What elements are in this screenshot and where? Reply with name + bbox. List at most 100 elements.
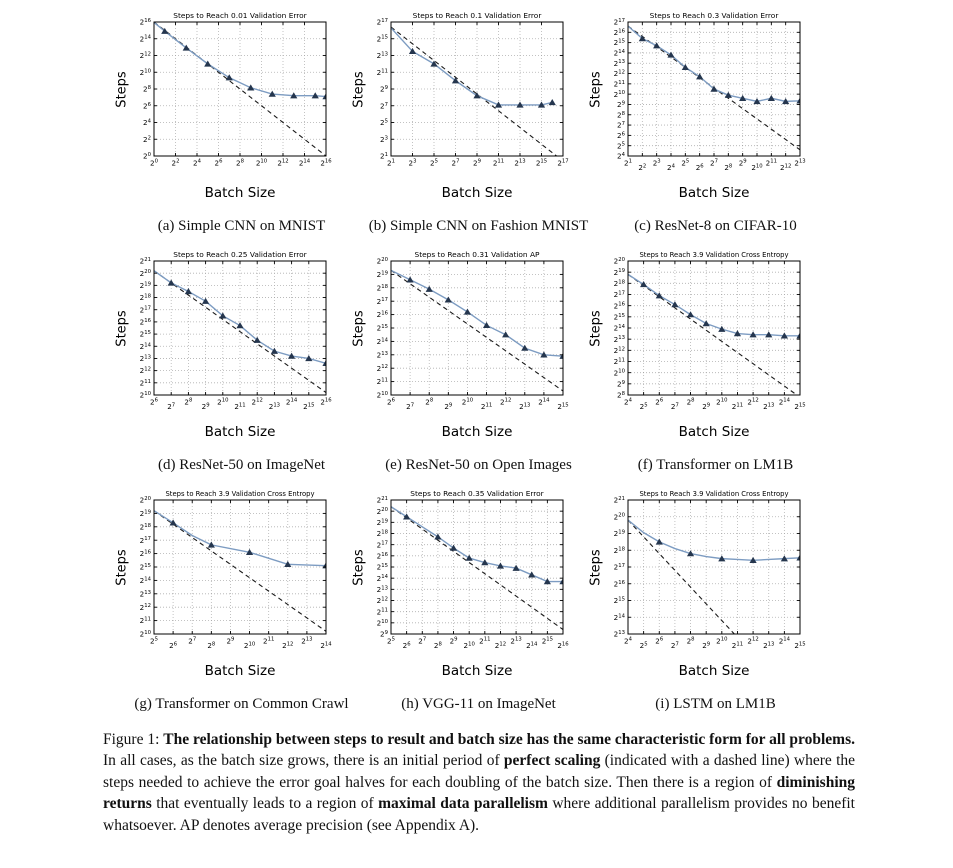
subplot-caption-i: (i) LSTM on LM1B xyxy=(655,696,776,712)
subplot-b: Steps 21 23 25 27 29 211 213 215 217 21 23 25 27 29 21… xyxy=(343,8,589,247)
svg-text:28: 28 xyxy=(143,85,152,94)
svg-text:28: 28 xyxy=(687,398,696,407)
svg-text:212: 212 xyxy=(377,596,388,605)
svg-text:22: 22 xyxy=(638,163,646,172)
svg-text:213: 213 xyxy=(614,59,625,68)
svg-text:Steps to Reach 3.9 Validation: Steps to Reach 3.9 Validation Cross Entr… xyxy=(165,490,314,498)
svg-text:217: 217 xyxy=(614,563,625,572)
svg-text:213: 213 xyxy=(514,159,525,168)
svg-text:212: 212 xyxy=(377,364,388,373)
caption-text: that eventually leads to a region of xyxy=(151,795,379,813)
svg-text:24: 24 xyxy=(624,398,633,407)
svg-text:216: 216 xyxy=(140,318,152,327)
caption-bold-text: maximal data parallelism xyxy=(378,795,548,813)
caption-text: where additional parallelism provides no… xyxy=(103,795,855,834)
svg-text:212: 212 xyxy=(614,69,625,78)
svg-text:220: 220 xyxy=(140,269,152,278)
svg-text:27: 27 xyxy=(671,641,679,650)
svg-text:211: 211 xyxy=(481,402,492,411)
svg-text:220: 220 xyxy=(377,507,389,516)
svg-text:Steps to Reach 0.35 Validation: Steps to Reach 0.35 Validation Error xyxy=(410,489,544,498)
svg-text:Steps to Reach 3.9 Validation: Steps to Reach 3.9 Validation Cross Entr… xyxy=(639,490,788,498)
svg-text:210: 210 xyxy=(256,159,268,168)
svg-text:214: 214 xyxy=(614,324,626,333)
svg-text:210: 210 xyxy=(716,398,728,407)
svg-text:216: 216 xyxy=(614,579,626,588)
caption-text: (indicated with a dashed line) where the… xyxy=(103,752,856,791)
svg-text:217: 217 xyxy=(377,18,388,27)
svg-text:212: 212 xyxy=(747,637,758,646)
svg-text:215: 215 xyxy=(557,402,568,411)
svg-text:218: 218 xyxy=(140,522,152,531)
figure-caption: Figure 1: The relationship between steps… xyxy=(103,729,855,836)
svg-text:211: 211 xyxy=(732,641,743,650)
svg-text:215: 215 xyxy=(140,330,151,339)
svg-text:213: 213 xyxy=(301,637,312,646)
svg-text:219: 219 xyxy=(140,509,151,518)
svg-text:26: 26 xyxy=(655,637,664,646)
svg-text:211: 211 xyxy=(377,607,388,616)
svg-text:221: 221 xyxy=(614,496,625,505)
svg-text:27: 27 xyxy=(710,159,718,168)
svg-text:210: 210 xyxy=(377,391,389,400)
svg-text:212: 212 xyxy=(140,366,151,375)
svg-text:219: 219 xyxy=(140,281,151,290)
svg-text:210: 210 xyxy=(140,391,152,400)
svg-text:215: 215 xyxy=(614,312,625,321)
subplot-i: Steps 24 25 26 27 28 29 210 211 212 213 214 215 213 2… xyxy=(580,486,817,725)
subplot-caption-a: (a) Simple CNN on MNIST xyxy=(157,218,326,234)
svg-text:210: 210 xyxy=(217,398,229,407)
x-axis-label: Batch Size xyxy=(441,424,513,440)
svg-text:214: 214 xyxy=(538,398,550,407)
svg-text:212: 212 xyxy=(500,398,511,407)
subplot-caption-c: (c) ResNet-8 on CIFAR-10 xyxy=(634,218,797,234)
svg-text:215: 215 xyxy=(140,563,151,572)
svg-text:214: 214 xyxy=(377,574,389,583)
svg-text:23: 23 xyxy=(409,159,417,168)
svg-text:217: 217 xyxy=(140,536,151,545)
svg-text:214: 214 xyxy=(526,641,538,650)
svg-text:22: 22 xyxy=(143,135,151,144)
svg-text:25: 25 xyxy=(380,118,388,127)
svg-text:28: 28 xyxy=(236,159,245,168)
svg-text:215: 215 xyxy=(794,402,805,411)
svg-text:28: 28 xyxy=(425,398,434,407)
svg-text:213: 213 xyxy=(614,630,625,639)
svg-text:213: 213 xyxy=(614,335,625,344)
svg-text:217: 217 xyxy=(614,18,625,27)
svg-text:214: 214 xyxy=(377,337,389,346)
svg-text:27: 27 xyxy=(617,121,625,130)
svg-text:21: 21 xyxy=(380,152,388,161)
svg-text:212: 212 xyxy=(140,51,151,60)
svg-text:210: 210 xyxy=(244,641,256,650)
svg-text:215: 215 xyxy=(377,563,388,572)
svg-text:211: 211 xyxy=(263,637,274,646)
svg-text:220: 220 xyxy=(140,496,152,505)
svg-text:29: 29 xyxy=(617,379,625,388)
svg-text:211: 211 xyxy=(493,159,504,168)
svg-text:211: 211 xyxy=(732,402,743,411)
svg-text:216: 216 xyxy=(614,28,626,37)
svg-text:216: 216 xyxy=(140,549,152,558)
svg-text:28: 28 xyxy=(617,110,626,119)
caption-text: Figure 1: xyxy=(103,731,164,748)
subplot-caption-d: (d) ResNet-50 on ImageNet xyxy=(157,457,326,473)
x-axis-label: Batch Size xyxy=(678,663,750,679)
svg-text:215: 215 xyxy=(542,637,553,646)
svg-text:29: 29 xyxy=(739,159,747,168)
svg-text:21: 21 xyxy=(387,159,395,168)
svg-text:25: 25 xyxy=(640,402,648,411)
svg-text:26: 26 xyxy=(655,398,664,407)
svg-text:25: 25 xyxy=(150,637,158,646)
svg-text:213: 213 xyxy=(510,637,521,646)
svg-text:29: 29 xyxy=(444,402,452,411)
x-axis-label: Batch Size xyxy=(441,185,513,201)
svg-text:218: 218 xyxy=(614,279,626,288)
svg-text:25: 25 xyxy=(430,159,438,168)
svg-text:212: 212 xyxy=(495,641,506,650)
svg-text:28: 28 xyxy=(617,391,626,400)
